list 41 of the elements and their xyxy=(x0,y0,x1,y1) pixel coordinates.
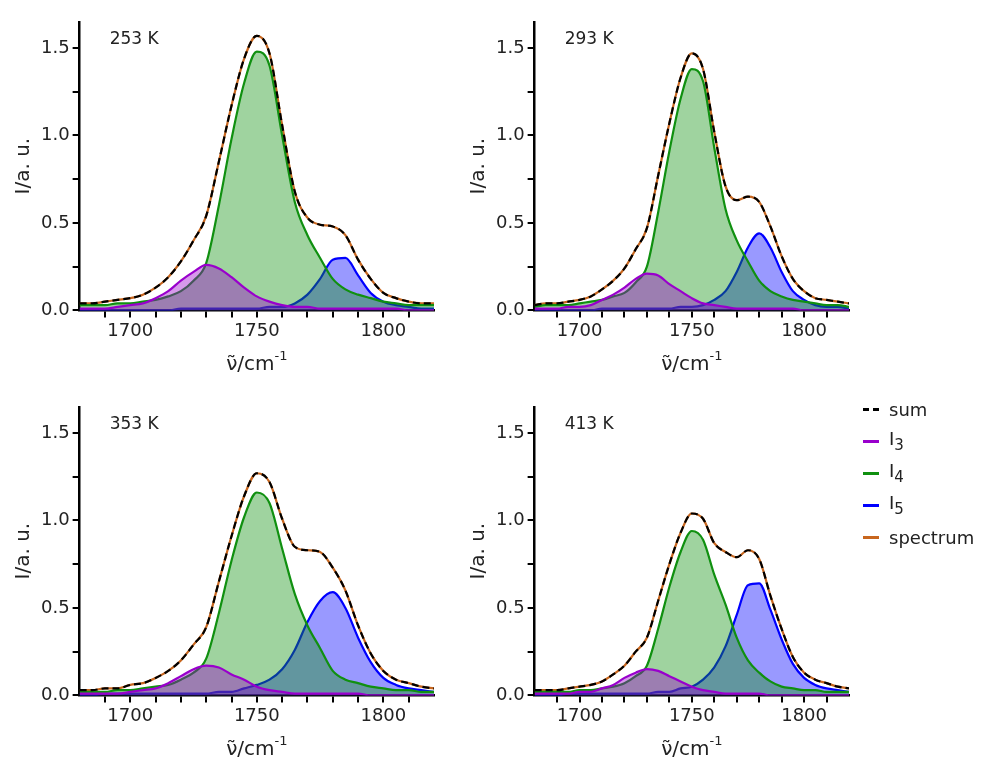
x-tick-label: 1800 xyxy=(360,703,407,725)
x-tick-label: 1800 xyxy=(781,703,827,725)
y-tick-label: 1.0 xyxy=(40,123,70,145)
annotation: 353 K xyxy=(109,413,160,434)
x-tick-label: 1700 xyxy=(107,318,154,340)
y-tick-label: 0.0 xyxy=(40,298,70,320)
y-tick-label: 0.0 xyxy=(40,683,70,705)
legend-label: I$_{4}$ xyxy=(889,460,904,486)
legend-label: I$_{5}$ xyxy=(889,492,904,518)
x-tick-label: 1700 xyxy=(556,318,603,340)
y-tick-label: 0.5 xyxy=(495,210,525,232)
y-tick-label: 1.0 xyxy=(495,508,525,530)
y-tick-label: 1.5 xyxy=(495,35,525,57)
x-tick-label: 1750 xyxy=(233,318,280,340)
y-axis-title: I/a. u. xyxy=(10,137,35,195)
x-tick-label: 1750 xyxy=(668,703,715,725)
legend-label: sum xyxy=(889,398,928,420)
annotation: 253 K xyxy=(109,28,160,49)
x-tick-label: 1750 xyxy=(668,318,715,340)
x-tick-label: 1750 xyxy=(233,703,280,725)
x-tick-label: 1700 xyxy=(556,703,603,725)
y-axis-title: I/a. u. xyxy=(465,522,490,580)
y-tick-label: 1.0 xyxy=(495,123,525,145)
y-tick-label: 0.0 xyxy=(495,298,525,320)
y-axis-title: I/a. u. xyxy=(10,522,35,580)
x-tick-label: 1700 xyxy=(107,703,154,725)
y-tick-label: 0.5 xyxy=(40,210,70,232)
annotation: 413 K xyxy=(564,413,615,434)
annotation: 293 K xyxy=(564,28,615,49)
y-axis-title: I/a. u. xyxy=(465,137,490,195)
y-tick-label: 1.5 xyxy=(495,420,525,442)
legend-label: I$_{3}$ xyxy=(889,428,904,454)
y-tick-label: 0.0 xyxy=(495,683,525,705)
legend-label: spectrum xyxy=(889,526,975,548)
y-tick-label: 0.5 xyxy=(495,595,525,617)
y-tick-label: 1.5 xyxy=(40,420,70,442)
y-tick-label: 1.0 xyxy=(40,508,70,530)
y-tick-label: 0.5 xyxy=(40,595,70,617)
x-tick-label: 1800 xyxy=(360,318,407,340)
x-tick-label: 1800 xyxy=(781,318,827,340)
y-tick-label: 1.5 xyxy=(40,35,70,57)
